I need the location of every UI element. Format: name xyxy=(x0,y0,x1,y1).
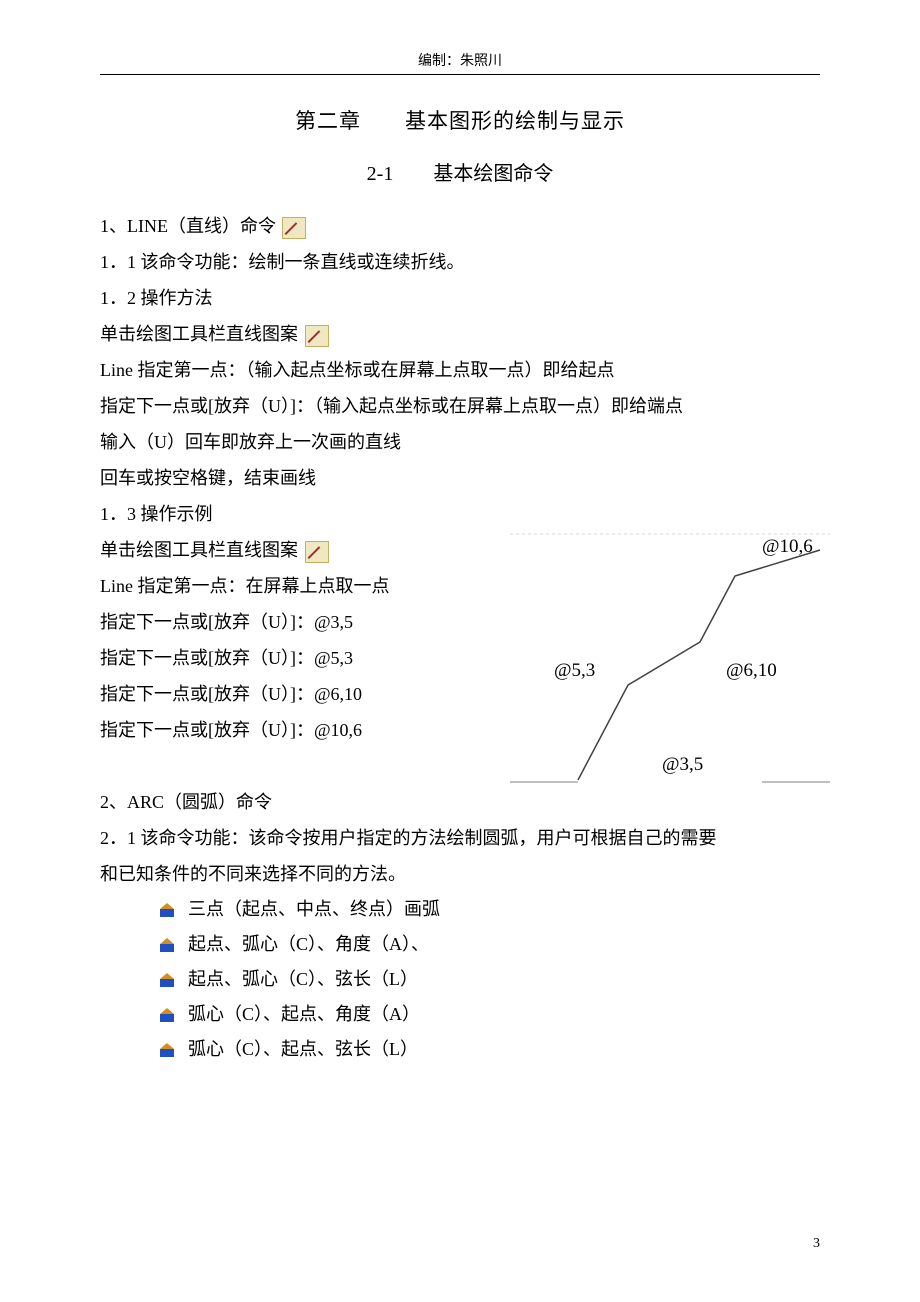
line-6: 指定下一点或[放弃（U）]：（输入起点坐标或在屏幕上点取一点）即给端点 xyxy=(100,388,820,424)
line-7: 输入（U）回车即放弃上一次画的直线 xyxy=(100,424,820,460)
bullet-3: 起点、弧心（C）、弦长（L） xyxy=(160,962,820,997)
page-header: 编制：朱照川 xyxy=(100,50,820,70)
diagram-label-d: @3,5 xyxy=(662,754,703,776)
bullet-4: 弧心（C）、起点、角度（A） xyxy=(160,997,820,1032)
line-1-text: 1、LINE（直线）命令 xyxy=(100,216,276,236)
line-tool-icon xyxy=(305,541,329,563)
line-9: 1．3 操作示例 xyxy=(100,496,820,532)
line-18: 和已知条件的不同来选择不同的方法。 xyxy=(100,856,820,892)
bullet-5: 弧心（C）、起点、弦长（L） xyxy=(160,1032,820,1067)
bullet-4-text: 弧心（C）、起点、角度（A） xyxy=(188,997,420,1032)
bullet-icon xyxy=(160,903,174,917)
line-4-text: 单击绘图工具栏直线图案 xyxy=(100,324,298,344)
bullet-icon xyxy=(160,1043,174,1057)
line-15: 指定下一点或[放弃（U）]：@10,6 xyxy=(100,712,470,748)
header-rule xyxy=(100,74,820,75)
diagram-label-c: @6,10 xyxy=(726,660,777,682)
example-text-col: 单击绘图工具栏直线图案 Line 指定第一点：在屏幕上点取一点 指定下一点或[放… xyxy=(100,532,470,748)
page-root: 编制：朱照川 第二章 基本图形的绘制与显示 2-1 基本绘图命令 1、LINE（… xyxy=(0,0,920,1302)
line-5: Line 指定第一点：（输入起点坐标或在屏幕上点取一点）即给起点 xyxy=(100,352,820,388)
bullet-icon xyxy=(160,973,174,987)
polyline-diagram: @10,6 @5,3 @6,10 @3,5 xyxy=(510,532,830,792)
line-8: 回车或按空格键，结束画线 xyxy=(100,460,820,496)
header-text: 编制：朱照川 xyxy=(418,54,502,69)
line-12: 指定下一点或[放弃（U）]：@3,5 xyxy=(100,604,470,640)
bullet-1: 三点（起点、中点、终点）画弧 xyxy=(160,892,820,927)
arc-methods-list: 三点（起点、中点、终点）画弧 起点、弧心（C）、角度（A）、 起点、弧心（C）、… xyxy=(160,892,820,1067)
line-tool-icon xyxy=(282,217,306,239)
line-10: 单击绘图工具栏直线图案 xyxy=(100,532,470,568)
page-number: 3 xyxy=(813,1236,820,1252)
line-14: 指定下一点或[放弃（U）]：@6,10 xyxy=(100,676,470,712)
chapter-title: 第二章 基本图形的绘制与显示 xyxy=(100,105,820,135)
section-title: 2-1 基本绘图命令 xyxy=(100,157,820,186)
bullet-2: 起点、弧心（C）、角度（A）、 xyxy=(160,927,820,962)
bullet-2-text: 起点、弧心（C）、角度（A）、 xyxy=(188,927,429,962)
line-4: 单击绘图工具栏直线图案 xyxy=(100,316,820,352)
line-10-text: 单击绘图工具栏直线图案 xyxy=(100,540,298,560)
line-11: Line 指定第一点：在屏幕上点取一点 xyxy=(100,568,470,604)
line-1: 1、LINE（直线）命令 xyxy=(100,208,820,244)
line-3: 1．2 操作方法 xyxy=(100,280,820,316)
example-block: 单击绘图工具栏直线图案 Line 指定第一点：在屏幕上点取一点 指定下一点或[放… xyxy=(100,532,820,748)
line-tool-icon xyxy=(305,325,329,347)
bullet-1-text: 三点（起点、中点、终点）画弧 xyxy=(188,892,440,927)
bullet-icon xyxy=(160,1008,174,1022)
bullet-3-text: 起点、弧心（C）、弦长（L） xyxy=(188,962,418,997)
diagram-label-a: @10,6 xyxy=(762,536,813,558)
line-17: 2．1 该命令功能：该命令按用户指定的方法绘制圆弧，用户可根据自己的需要 xyxy=(100,820,820,856)
line-13: 指定下一点或[放弃（U）]：@5,3 xyxy=(100,640,470,676)
bullet-icon xyxy=(160,938,174,952)
bullet-5-text: 弧心（C）、起点、弦长（L） xyxy=(188,1032,418,1067)
line-2: 1．1 该命令功能：绘制一条直线或连续折线。 xyxy=(100,244,820,280)
diagram-label-b: @5,3 xyxy=(554,660,595,682)
